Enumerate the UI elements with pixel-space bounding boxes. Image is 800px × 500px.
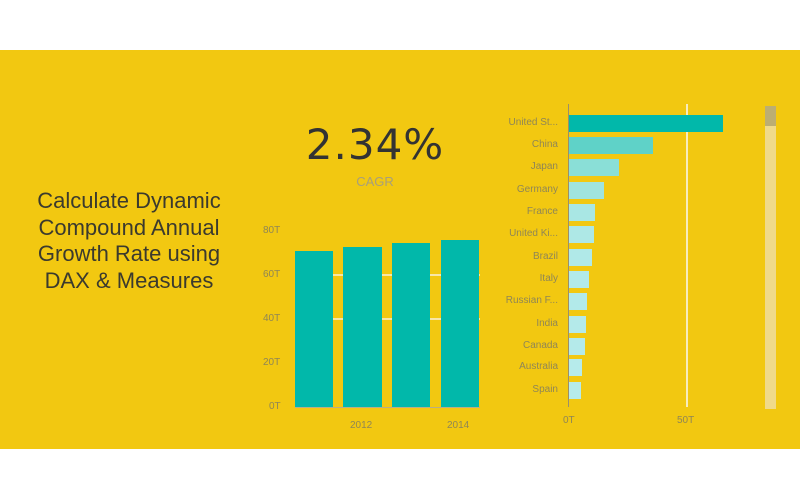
gridline-50t (686, 104, 688, 407)
x-tick-label: 50T (677, 415, 695, 426)
y-tick-label: 80T (263, 225, 281, 236)
country-bar[interactable] (569, 316, 586, 333)
country-bar[interactable] (569, 271, 589, 288)
title-line: DAX & Measures (44, 267, 214, 293)
category-label: France (526, 206, 558, 217)
country-bar[interactable] (569, 293, 587, 310)
title-line: Calculate Dynamic (37, 188, 221, 213)
category-label: India (536, 318, 558, 329)
title-line: Growth Rate using (37, 241, 221, 266)
x-tick-label: 2014 (447, 420, 470, 431)
x-tick-label: 0T (563, 415, 575, 426)
category-label: Japan (530, 161, 558, 172)
country-bar[interactable] (569, 338, 585, 355)
category-label: Australia (519, 361, 558, 372)
bar-chart-scrollbar[interactable] (765, 106, 776, 409)
category-label: Canada (522, 340, 558, 351)
gridline (295, 274, 480, 276)
kpi-card-label: CAGR (356, 174, 394, 189)
title-line: Compound Annual (38, 214, 220, 240)
category-label: Germany (516, 184, 558, 195)
gridline (295, 318, 480, 320)
country-bar[interactable] (569, 137, 653, 154)
column-bar[interactable] (295, 251, 333, 407)
category-label: Russian F... (505, 295, 558, 306)
yearly-column-chart[interactable]: 80T 60T 40T 20T 0T 2012 2014 (255, 220, 490, 435)
y-tick-label: 20T (263, 357, 281, 368)
y-axis-line (568, 104, 569, 407)
country-bar-chart[interactable]: United St... China Japan Germany France … (490, 100, 740, 435)
x-axis-line (295, 407, 480, 408)
country-bar[interactable] (569, 115, 723, 132)
country-bar[interactable] (569, 226, 594, 243)
x-tick-label: 2012 (350, 420, 373, 431)
category-label: Italy (539, 273, 558, 284)
y-tick-label: 60T (263, 269, 281, 280)
category-label: Spain (532, 384, 558, 395)
country-bar[interactable] (569, 382, 581, 399)
country-bar[interactable] (569, 159, 619, 176)
kpi-card-value[interactable]: 2.34% (305, 120, 445, 169)
scrollbar-thumb[interactable] (765, 106, 776, 126)
category-label: China (531, 139, 558, 150)
column-bar[interactable] (343, 247, 382, 407)
y-tick-label: 0T (269, 401, 281, 412)
country-bar[interactable] (569, 249, 592, 266)
column-bar[interactable] (441, 240, 479, 407)
category-label: United Ki... (509, 228, 558, 239)
column-bar[interactable] (392, 243, 430, 407)
country-bar[interactable] (569, 182, 604, 199)
report-title: Calculate Dynamic Compound Annual Growth… (14, 188, 244, 294)
country-bar[interactable] (569, 359, 582, 376)
category-label: Brazil (532, 251, 558, 262)
y-tick-label: 40T (263, 313, 281, 324)
country-bar[interactable] (569, 204, 595, 221)
category-label: United St... (508, 117, 558, 128)
